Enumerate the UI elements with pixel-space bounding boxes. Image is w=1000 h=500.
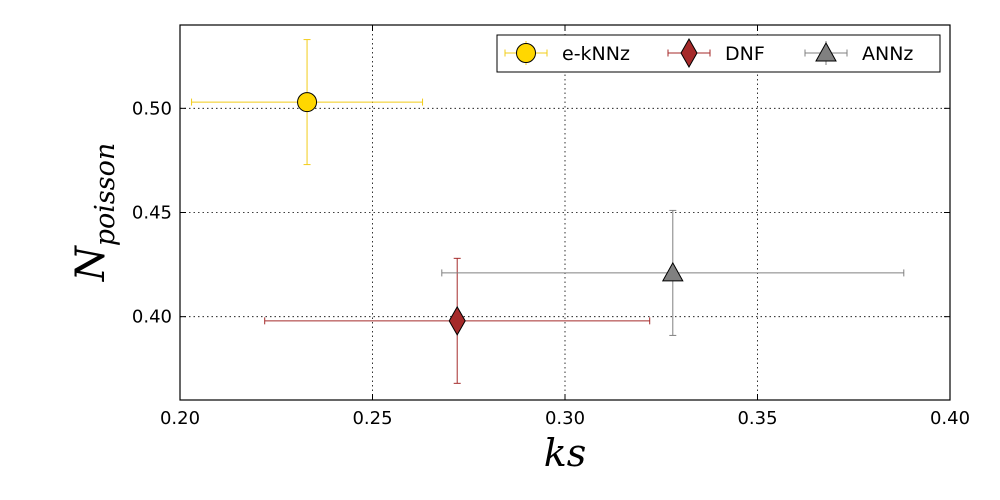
legend-box (496, 34, 941, 73)
x-axis-label: ks (544, 431, 587, 475)
x-tick-label: 0.35 (737, 408, 777, 429)
y-tick-label: 0.45 (132, 203, 172, 224)
x-tick-label: 0.30 (545, 408, 585, 429)
y-tick-label: 0.50 (132, 98, 172, 119)
data-points (191, 39, 905, 384)
series-e-knnz (191, 39, 424, 166)
legend-entry-annz: ANNz (804, 41, 913, 65)
plot-frame (179, 24, 951, 401)
series-annz (441, 209, 905, 336)
legend-marker-dnf (680, 37, 698, 69)
legend-marker-e-knnz (516, 43, 536, 63)
x-tick-label: 0.20 (160, 408, 200, 429)
x-tick-label: 0.25 (352, 408, 392, 429)
data-point-e-knnz (297, 92, 318, 113)
y-axis-label-subscript: poisson (90, 143, 121, 247)
y-axis-label-base: N (68, 244, 114, 282)
data-point-dnf (448, 305, 466, 336)
series-dnf (264, 257, 651, 384)
axis-ticks: 0.20 0.25 0.30 0.35 0.40 0.40 0.45 0.50 (132, 25, 970, 429)
legend: e-kNNz DNF ANNz (496, 34, 941, 73)
x-tick-label: 0.40 (930, 408, 970, 429)
legend-entry-e-knnz: e-kNNz (504, 41, 630, 65)
legend-entry-dnf: DNF (667, 37, 765, 69)
legend-marker-annz (815, 41, 837, 62)
legend-label-e-knnz: e-kNNz (562, 43, 630, 65)
data-point-annz (661, 261, 684, 282)
legend-label-annz: ANNz (862, 43, 913, 65)
y-axis-label-group: Npoisson (68, 143, 121, 283)
legend-label-dnf: DNF (725, 43, 765, 65)
y-tick-label: 0.40 (132, 307, 172, 328)
y-axis-label: Npoisson (68, 143, 121, 283)
